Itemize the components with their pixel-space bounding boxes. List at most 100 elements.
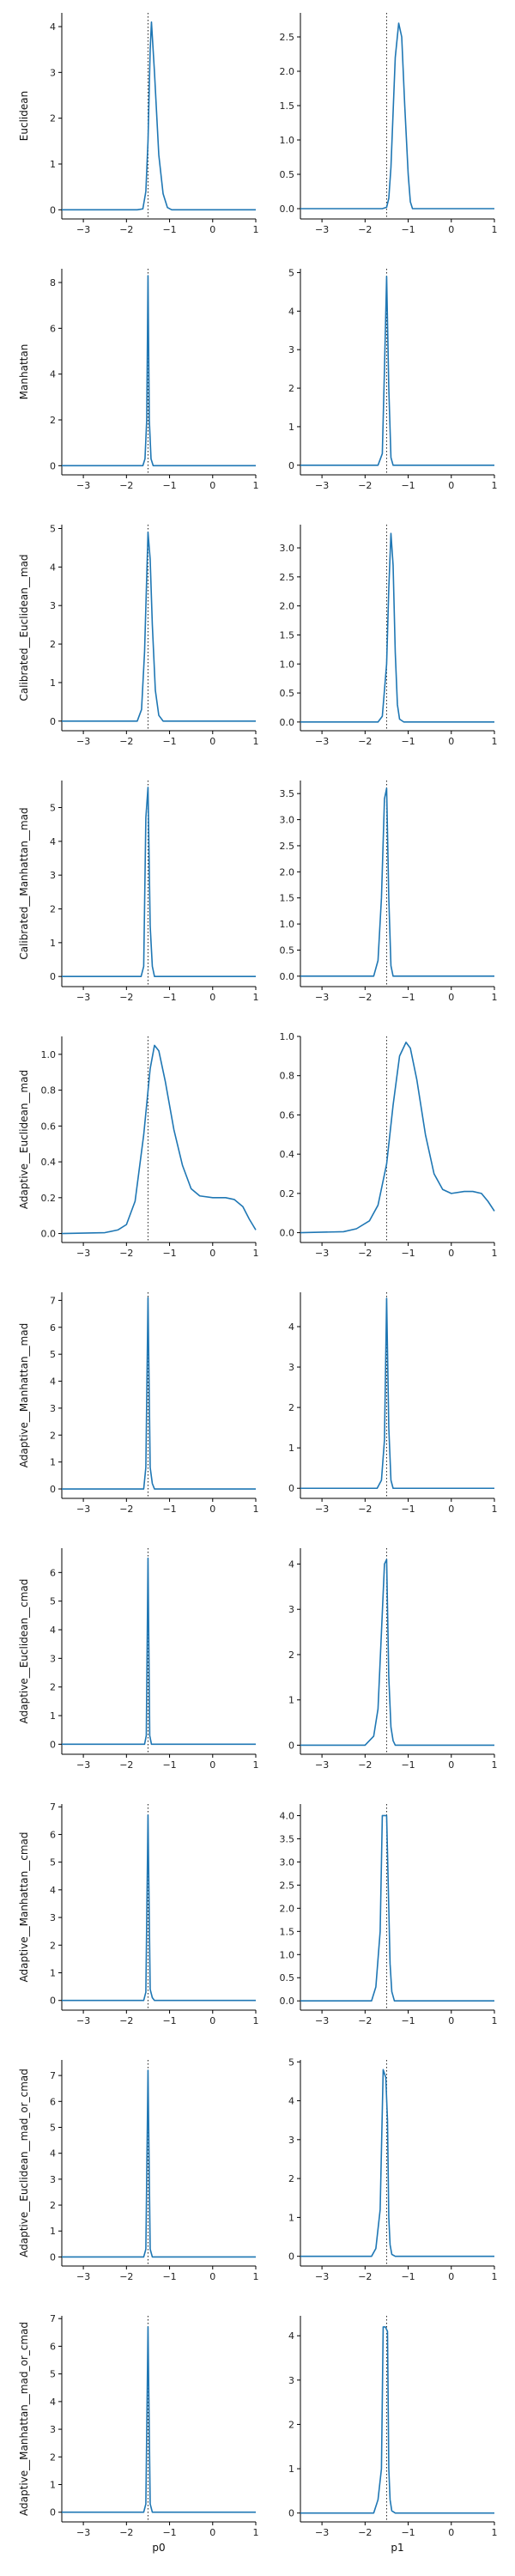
y-tick-label: 7 <box>50 2070 56 2081</box>
x-tick-label: −2 <box>119 224 133 235</box>
y-tick-label: 2 <box>50 1430 56 1441</box>
x-tick-label: 0 <box>209 2271 215 2282</box>
density-line <box>300 1042 495 1234</box>
y-tick-label: 0.0 <box>280 204 295 215</box>
y-tick-label: 0 <box>50 460 56 471</box>
x-tick-label: 1 <box>253 992 259 1003</box>
y-tick-label: 0.0 <box>280 717 295 728</box>
y-tick-label: 2 <box>288 383 294 394</box>
subplot-calibrated__manhattan__mad-p0: −3 −2 −1 0 1 0 1 2 3 4 5 Calibrated__Manhattan__mad <box>18 781 259 1003</box>
y-tick-label: 3 <box>50 600 56 611</box>
x-tick-label: −3 <box>315 2271 329 2282</box>
y-tick-label: 2 <box>50 113 56 125</box>
y-tick-label: 2.5 <box>280 1880 295 1891</box>
y-tick-label: 1 <box>288 2464 294 2475</box>
density-line <box>300 787 494 977</box>
y-tick-label: 6 <box>50 2341 56 2352</box>
y-tick-label: 0.0 <box>280 1228 295 1239</box>
y-tick-label: 3.5 <box>280 1833 295 1844</box>
x-tick-label: −1 <box>162 992 176 1003</box>
density-line <box>62 532 256 722</box>
subplot-euclidean-p0: −3 −2 −1 0 1 0 1 2 3 4 Euclidean <box>18 13 259 235</box>
subplot-euclidean-p1: −3 −2 −1 0 1 0.0 0.5 1.0 1.5 2.0 2.5 <box>280 13 498 235</box>
y-tick-label: 4 <box>50 369 56 380</box>
y-tick-label: 0.5 <box>280 688 295 699</box>
density-line <box>300 1297 494 1490</box>
y-tick-label: 1 <box>288 1443 294 1454</box>
y-tick-label: 0 <box>288 2508 294 2519</box>
x-tick-label: 0 <box>448 1248 454 1259</box>
y-tick-label: 4 <box>288 2330 294 2342</box>
x-tick-label: 1 <box>492 1759 498 1771</box>
y-tick-label: 0.5 <box>280 169 295 180</box>
y-tick-label: 5 <box>50 1857 56 1868</box>
y-tick-label: 2 <box>50 1682 56 1693</box>
y-tick-label: 3 <box>288 1362 294 1373</box>
y-tick-label: 0.4 <box>41 1157 57 1168</box>
y-tick-label: 1.5 <box>280 629 295 641</box>
y-axis-label: Manhattan <box>18 344 30 400</box>
y-tick-label: 0 <box>50 2507 56 2518</box>
y-tick-label: 0.2 <box>41 1193 57 1204</box>
subplot-adaptive__euclidean__mad_or_cmad-p1: −3 −2 −1 0 1 0 1 2 3 4 5 <box>288 2057 498 2282</box>
y-tick-label: 0.8 <box>41 1085 57 1097</box>
y-tick-label: 1.0 <box>280 1949 295 1960</box>
y-tick-label: 2 <box>50 2451 56 2463</box>
y-tick-label: 1 <box>288 1695 294 1706</box>
y-tick-label: 7 <box>50 2313 56 2324</box>
x-tick-label: −2 <box>119 2527 133 2538</box>
x-axis-label: p1 <box>391 2542 403 2554</box>
subplot-adaptive__manhattan__mad-p1: −3 −2 −1 0 1 0 1 2 3 4 <box>288 1292 498 1515</box>
x-tick-label: 1 <box>492 992 498 1003</box>
y-tick-label: 0.5 <box>280 945 295 956</box>
y-tick-label: 4 <box>50 21 56 33</box>
x-tick-label: −1 <box>162 2271 176 2282</box>
y-tick-label: 0 <box>288 1740 294 1751</box>
x-tick-label: −1 <box>401 1504 415 1515</box>
subplot-adaptive__manhattan__mad_or_cmad-p0: −3 −2 −1 0 1 0 1 2 3 4 5 6 7 Adaptive__Manhattan__mad… <box>18 2313 259 2554</box>
y-tick-label: 1 <box>288 2212 294 2223</box>
x-tick-label: −3 <box>76 1759 90 1771</box>
density-line <box>62 1557 256 1746</box>
x-tick-label: 1 <box>492 224 498 235</box>
x-tick-label: −2 <box>358 480 372 491</box>
x-tick-label: −3 <box>76 992 90 1003</box>
density-line <box>300 22 494 210</box>
x-tick-label: −2 <box>358 224 372 235</box>
y-tick-label: 1.5 <box>280 1926 295 1937</box>
y-tick-label: 0 <box>50 1484 56 1495</box>
x-tick-label: −3 <box>76 1504 90 1515</box>
y-tick-label: 1 <box>50 1710 56 1722</box>
subplot-adaptive__euclidean__mad-p1: −3 −2 −1 0 1 0.0 0.2 0.4 0.6 0.8 1.0 <box>280 1031 498 1259</box>
y-tick-label: 6 <box>50 323 56 334</box>
y-tick-label: 4 <box>288 1321 294 1333</box>
density-line <box>300 1558 494 1747</box>
x-tick-label: 0 <box>448 992 454 1003</box>
y-tick-label: 1.0 <box>280 135 295 146</box>
y-tick-label: 0.8 <box>280 1071 295 1082</box>
x-tick-label: 1 <box>492 480 498 491</box>
x-tick-label: 1 <box>253 736 259 747</box>
x-tick-label: −3 <box>315 2015 329 2026</box>
x-tick-label: −2 <box>119 736 133 747</box>
x-tick-label: −1 <box>162 480 176 491</box>
y-tick-label: 5 <box>50 2122 56 2133</box>
density-line <box>300 276 494 466</box>
y-axis-label: Calibrated__Manhattan__mad <box>18 807 30 959</box>
y-tick-label: 3 <box>288 1604 294 1615</box>
y-tick-label: 6 <box>50 2096 56 2107</box>
subplot-adaptive__manhattan__mad_or_cmad-p1: −3 −2 −1 0 1 0 1 2 3 4 p1 <box>288 2316 498 2554</box>
density-line <box>300 532 494 723</box>
x-tick-label: −2 <box>119 992 133 1003</box>
y-tick-label: 5 <box>50 1596 56 1607</box>
x-tick-label: −3 <box>76 224 90 235</box>
y-tick-label: 4 <box>288 2096 294 2107</box>
x-tick-label: −2 <box>358 1504 372 1515</box>
x-tick-label: 1 <box>492 1504 498 1515</box>
x-tick-label: 0 <box>209 992 215 1003</box>
x-tick-label: 0 <box>209 480 215 491</box>
y-tick-label: 5 <box>288 267 294 278</box>
x-tick-label: 1 <box>253 2527 259 2538</box>
y-tick-label: 4 <box>50 562 56 573</box>
